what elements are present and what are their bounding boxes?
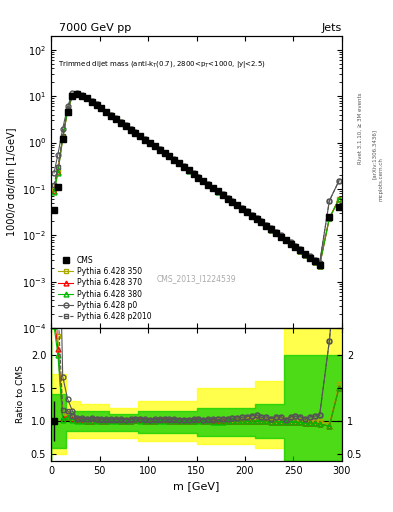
Pythia 6.428 p0 (312, 257, 317, 263)
Text: mcplots.cern.ch: mcplots.cern.ch (378, 157, 384, 201)
CMS (312, 258, 317, 264)
CMS (259, 219, 264, 225)
Pythia 6.428 380 (259, 219, 264, 225)
Pythia 6.428 p2010 (259, 218, 264, 224)
Pythia 6.428 p2010 (337, 178, 342, 184)
Pythia 6.428 380 (288, 241, 293, 247)
Pythia 6.428 370 (119, 119, 123, 125)
Pythia 6.428 p0 (51, 170, 56, 176)
Pythia 6.428 p0 (70, 90, 75, 96)
Pythia 6.428 370 (240, 206, 244, 212)
CMS (337, 204, 342, 210)
Line: Pythia 6.428 p0: Pythia 6.428 p0 (51, 91, 342, 266)
Pythia 6.428 p2010 (51, 182, 56, 188)
Pythia 6.428 p2010 (119, 119, 123, 125)
Pythia 6.428 p2010 (123, 122, 128, 129)
Pythia 6.428 380 (317, 263, 322, 269)
Pythia 6.428 350 (119, 119, 123, 125)
Pythia 6.428 350 (312, 258, 317, 264)
Pythia 6.428 p2010 (312, 257, 317, 263)
Pythia 6.428 380 (312, 259, 317, 265)
Pythia 6.428 p0 (119, 119, 123, 125)
Pythia 6.428 p0 (337, 178, 342, 184)
Pythia 6.428 p0 (240, 205, 244, 211)
Pythia 6.428 p0 (123, 122, 128, 129)
X-axis label: m [GeV]: m [GeV] (173, 481, 220, 491)
Y-axis label: 1000/σ dσ/dm [1/GeV]: 1000/σ dσ/dm [1/GeV] (6, 127, 17, 236)
Text: CMS_2013_I1224539: CMS_2013_I1224539 (157, 274, 236, 283)
Legend: CMS, Pythia 6.428 350, Pythia 6.428 370, Pythia 6.428 380, Pythia 6.428 p0, Pyth: CMS, Pythia 6.428 350, Pythia 6.428 370,… (55, 252, 155, 324)
Text: [arXiv:1306.3436]: [arXiv:1306.3436] (371, 129, 376, 179)
Line: Pythia 6.428 350: Pythia 6.428 350 (51, 92, 342, 267)
Pythia 6.428 350 (317, 262, 322, 268)
Pythia 6.428 370 (312, 259, 317, 265)
CMS (240, 206, 244, 212)
Pythia 6.428 p0 (317, 260, 322, 266)
Pythia 6.428 380 (119, 119, 123, 125)
Y-axis label: Ratio to CMS: Ratio to CMS (16, 366, 25, 423)
Pythia 6.428 p2010 (240, 205, 244, 211)
CMS (51, 207, 56, 213)
Pythia 6.428 370 (317, 263, 322, 269)
CMS (75, 91, 80, 97)
Text: Jets: Jets (321, 23, 342, 33)
Pythia 6.428 370 (123, 122, 128, 129)
Text: Rivet 3.1.10, ≥ 3M events: Rivet 3.1.10, ≥ 3M events (358, 92, 363, 164)
Pythia 6.428 p2010 (317, 260, 322, 266)
Pythia 6.428 350 (240, 205, 244, 211)
Line: CMS: CMS (51, 92, 342, 268)
Pythia 6.428 380 (240, 206, 244, 212)
Pythia 6.428 350 (259, 219, 264, 225)
Pythia 6.428 370 (337, 196, 342, 202)
Pythia 6.428 p2010 (75, 91, 80, 97)
Pythia 6.428 370 (75, 91, 80, 97)
Pythia 6.428 350 (75, 91, 80, 97)
Pythia 6.428 380 (51, 189, 56, 195)
Line: Pythia 6.428 380: Pythia 6.428 380 (51, 92, 342, 268)
Pythia 6.428 350 (123, 122, 128, 129)
Pythia 6.428 350 (337, 196, 342, 202)
Line: Pythia 6.428 370: Pythia 6.428 370 (51, 92, 342, 268)
Pythia 6.428 370 (288, 241, 293, 247)
CMS (288, 241, 293, 247)
Pythia 6.428 350 (51, 186, 56, 192)
Pythia 6.428 370 (51, 188, 56, 194)
Line: Pythia 6.428 p2010: Pythia 6.428 p2010 (51, 91, 342, 266)
Pythia 6.428 380 (337, 196, 342, 202)
Pythia 6.428 380 (123, 123, 128, 129)
Pythia 6.428 350 (288, 240, 293, 246)
Pythia 6.428 380 (75, 91, 80, 97)
Pythia 6.428 370 (259, 219, 264, 225)
Pythia 6.428 p0 (259, 218, 264, 224)
CMS (123, 123, 128, 129)
Text: Trimmed dijet mass (anti-k$_T$(0.7), 2800<p$_T$<1000, |y|<2.5): Trimmed dijet mass (anti-k$_T$(0.7), 280… (58, 59, 265, 70)
CMS (317, 262, 322, 268)
Pythia 6.428 p0 (288, 240, 293, 246)
Text: 7000 GeV pp: 7000 GeV pp (59, 23, 131, 33)
CMS (119, 119, 123, 125)
Pythia 6.428 p2010 (288, 240, 293, 246)
